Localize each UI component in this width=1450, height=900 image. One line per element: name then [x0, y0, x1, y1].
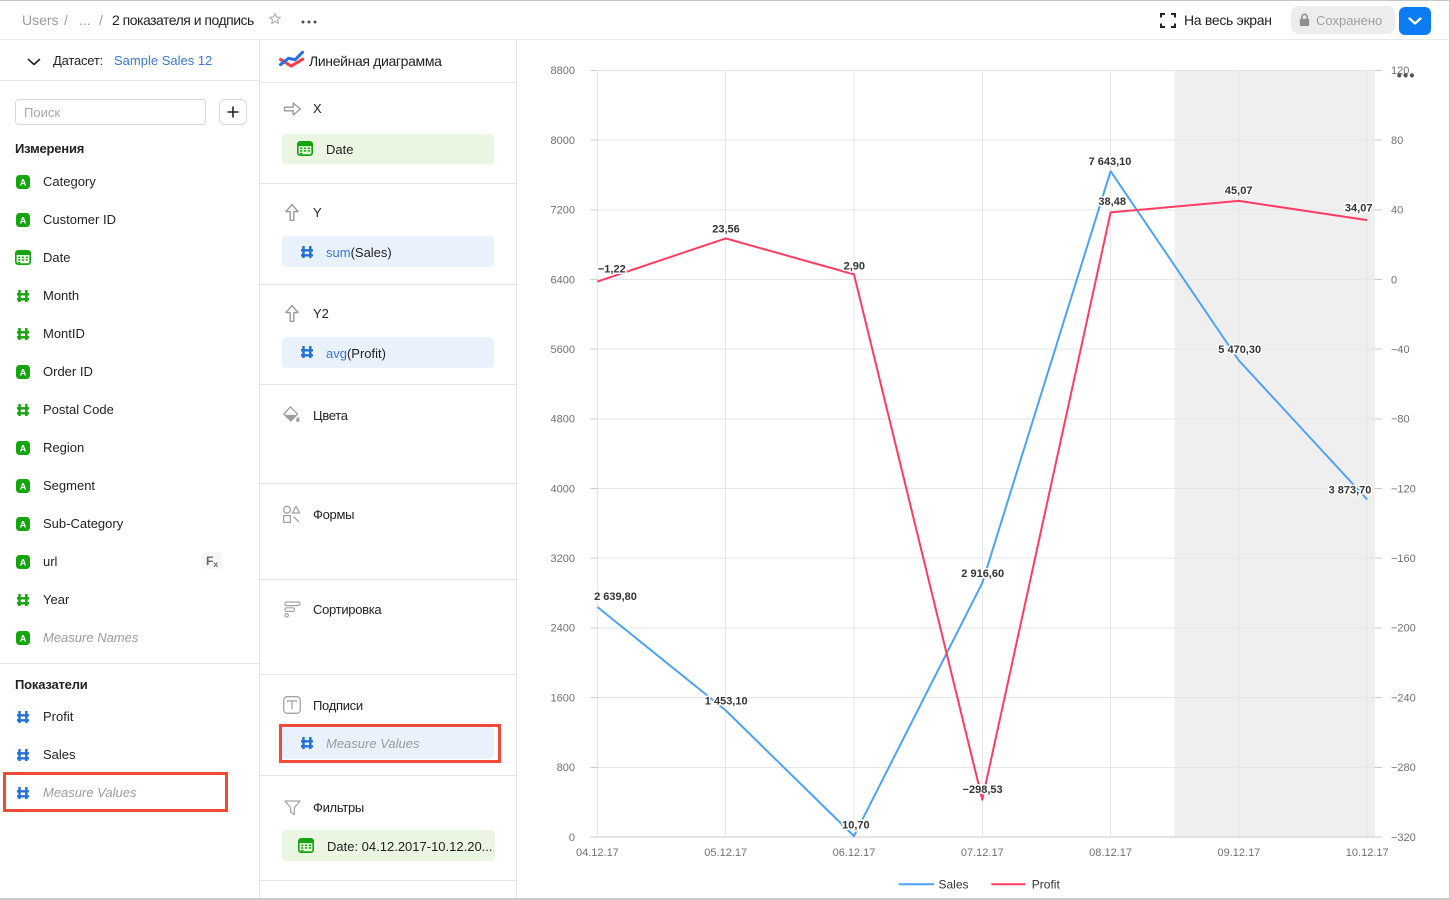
svg-text:1600: 1600 [551, 692, 575, 704]
svg-text:23,56: 23,56 [712, 224, 740, 236]
svg-text:0: 0 [569, 832, 575, 844]
svg-text:04.12.17: 04.12.17 [576, 847, 619, 859]
svg-text:7200: 7200 [551, 205, 575, 217]
svg-text:A: A [20, 444, 27, 454]
svg-text:8800: 8800 [551, 65, 575, 77]
svg-text:4000: 4000 [551, 483, 575, 495]
svg-text:4800: 4800 [551, 414, 575, 426]
svg-text:7 643,10: 7 643,10 [1089, 156, 1132, 168]
svg-text:5 470,30: 5 470,30 [1218, 344, 1261, 356]
svg-text:−40: −40 [1391, 344, 1410, 356]
svg-text:07.12.17: 07.12.17 [961, 847, 1004, 859]
svg-text:09.12.17: 09.12.17 [1217, 847, 1260, 859]
svg-text:80: 80 [1391, 135, 1403, 147]
svg-text:2 916,60: 2 916,60 [961, 568, 1004, 580]
svg-text:−298,53: −298,53 [963, 784, 1003, 796]
svg-text:Sales: Sales [939, 878, 969, 892]
svg-text:A: A [20, 178, 27, 188]
svg-text:−80: −80 [1391, 414, 1410, 426]
svg-text:1 453,10: 1 453,10 [705, 695, 748, 707]
svg-text:2 639,80: 2 639,80 [594, 591, 637, 603]
svg-text:A: A [20, 368, 27, 378]
svg-text:2,90: 2,90 [844, 260, 865, 272]
svg-text:−200: −200 [1391, 623, 1416, 635]
svg-text:2400: 2400 [551, 623, 575, 635]
svg-text:Profit: Profit [1032, 878, 1061, 892]
svg-text:8000: 8000 [551, 135, 575, 147]
svg-text:−240: −240 [1391, 692, 1416, 704]
svg-text:A: A [20, 558, 27, 568]
svg-text:−280: −280 [1391, 762, 1416, 774]
svg-text:05.12.17: 05.12.17 [704, 847, 747, 859]
svg-text:A: A [20, 482, 27, 492]
svg-text:A: A [20, 634, 27, 644]
svg-text:A: A [20, 520, 27, 530]
svg-text:6400: 6400 [551, 274, 575, 286]
svg-text:08.12.17: 08.12.17 [1089, 847, 1132, 859]
svg-text:45,07: 45,07 [1225, 185, 1253, 197]
svg-text:06.12.17: 06.12.17 [833, 847, 876, 859]
svg-text:−320: −320 [1391, 832, 1416, 844]
svg-text:800: 800 [557, 762, 575, 774]
svg-text:3200: 3200 [551, 553, 575, 565]
svg-text:10.12.17: 10.12.17 [1346, 847, 1389, 859]
svg-text:0: 0 [1391, 274, 1397, 286]
svg-text:−160: −160 [1391, 553, 1416, 565]
svg-text:40: 40 [1391, 205, 1403, 217]
svg-text:−120: −120 [1391, 483, 1416, 495]
svg-text:3 873,70: 3 873,70 [1329, 484, 1372, 496]
svg-text:−1,22: −1,22 [598, 264, 626, 276]
svg-text:38,48: 38,48 [1098, 196, 1126, 208]
svg-text:5600: 5600 [551, 344, 575, 356]
svg-text:34,07: 34,07 [1345, 202, 1373, 214]
svg-text:10,70: 10,70 [842, 820, 870, 832]
svg-text:A: A [20, 216, 27, 226]
